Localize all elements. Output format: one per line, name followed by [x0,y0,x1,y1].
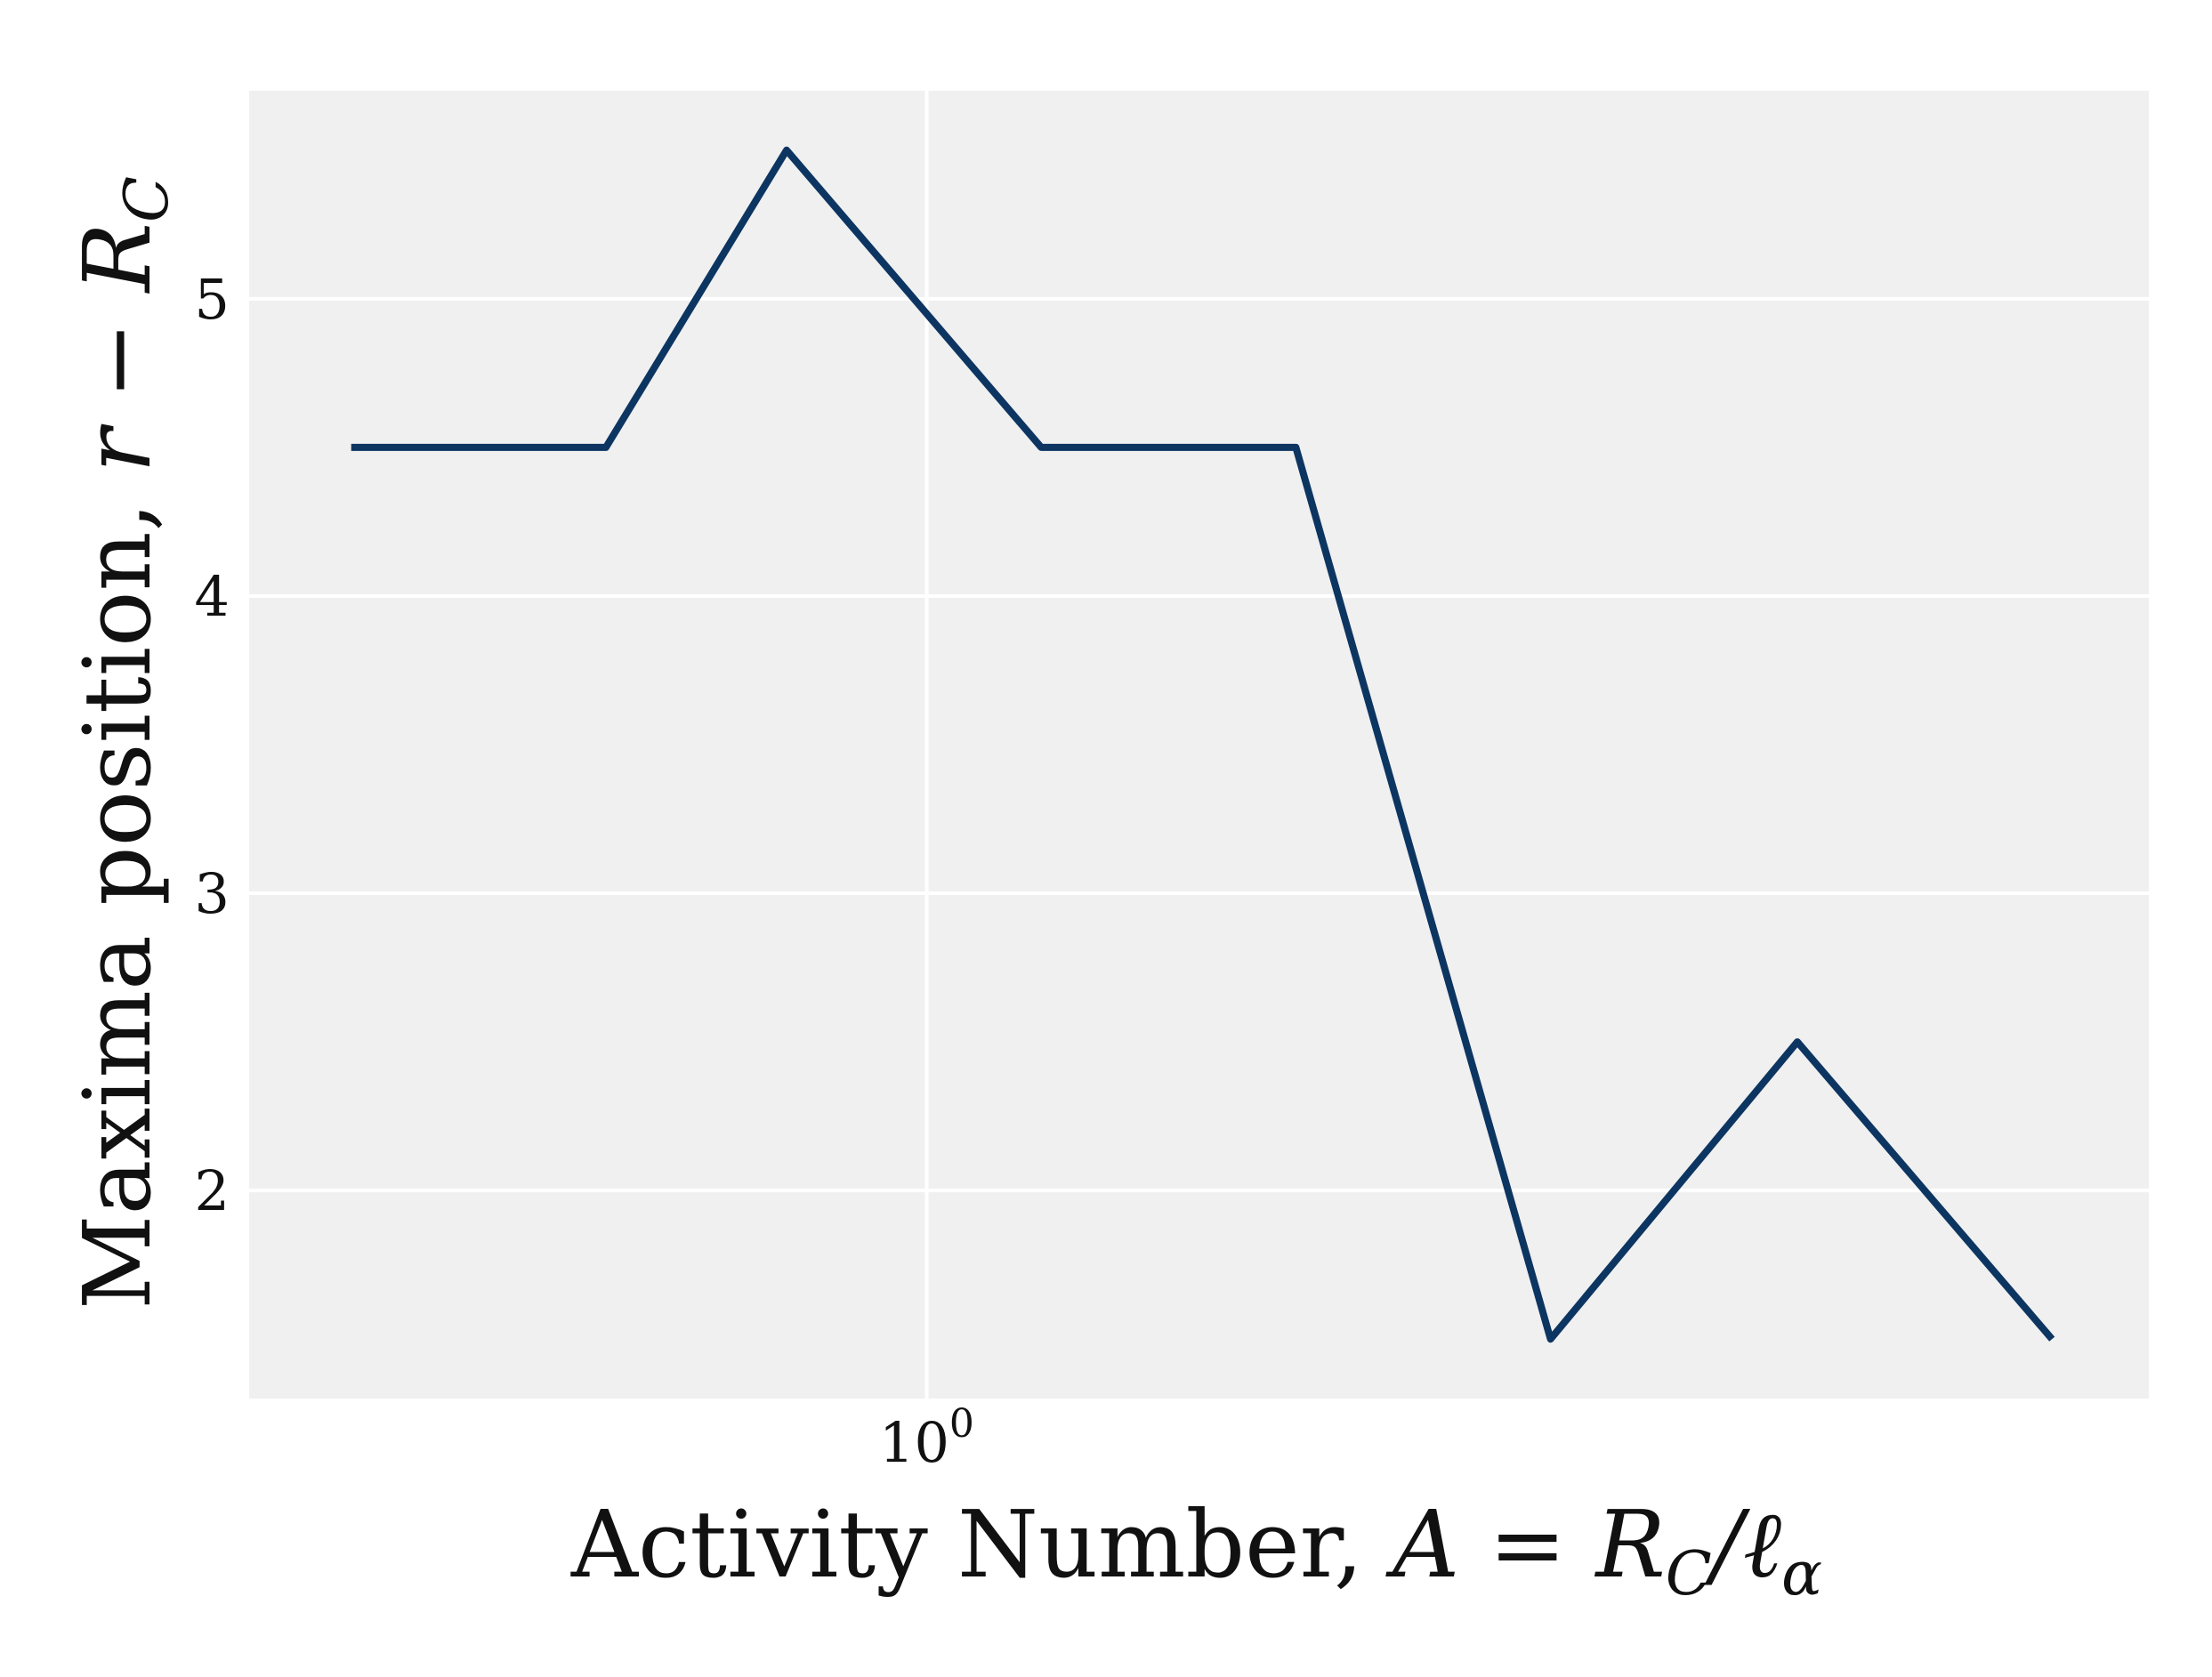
x-tick-labels: 100 [879,1401,974,1475]
series-layer [351,146,2055,1343]
plot-panel [249,91,2149,1399]
series-line-0 [351,146,2055,1343]
y-axis-label: Maxima position, r − RC [63,176,182,1310]
y-tick-labels: 2 3 4 5 [195,267,230,1223]
y-tick-label: 2 [195,1158,230,1223]
y-tick-label: 3 [195,861,230,926]
x-axis-label: Activity Number, A = RC/ℓα [570,1490,1822,1609]
x-tick-label: 100 [879,1401,974,1475]
y-tick-label: 4 [195,564,230,629]
y-tick-label: 5 [195,267,230,332]
